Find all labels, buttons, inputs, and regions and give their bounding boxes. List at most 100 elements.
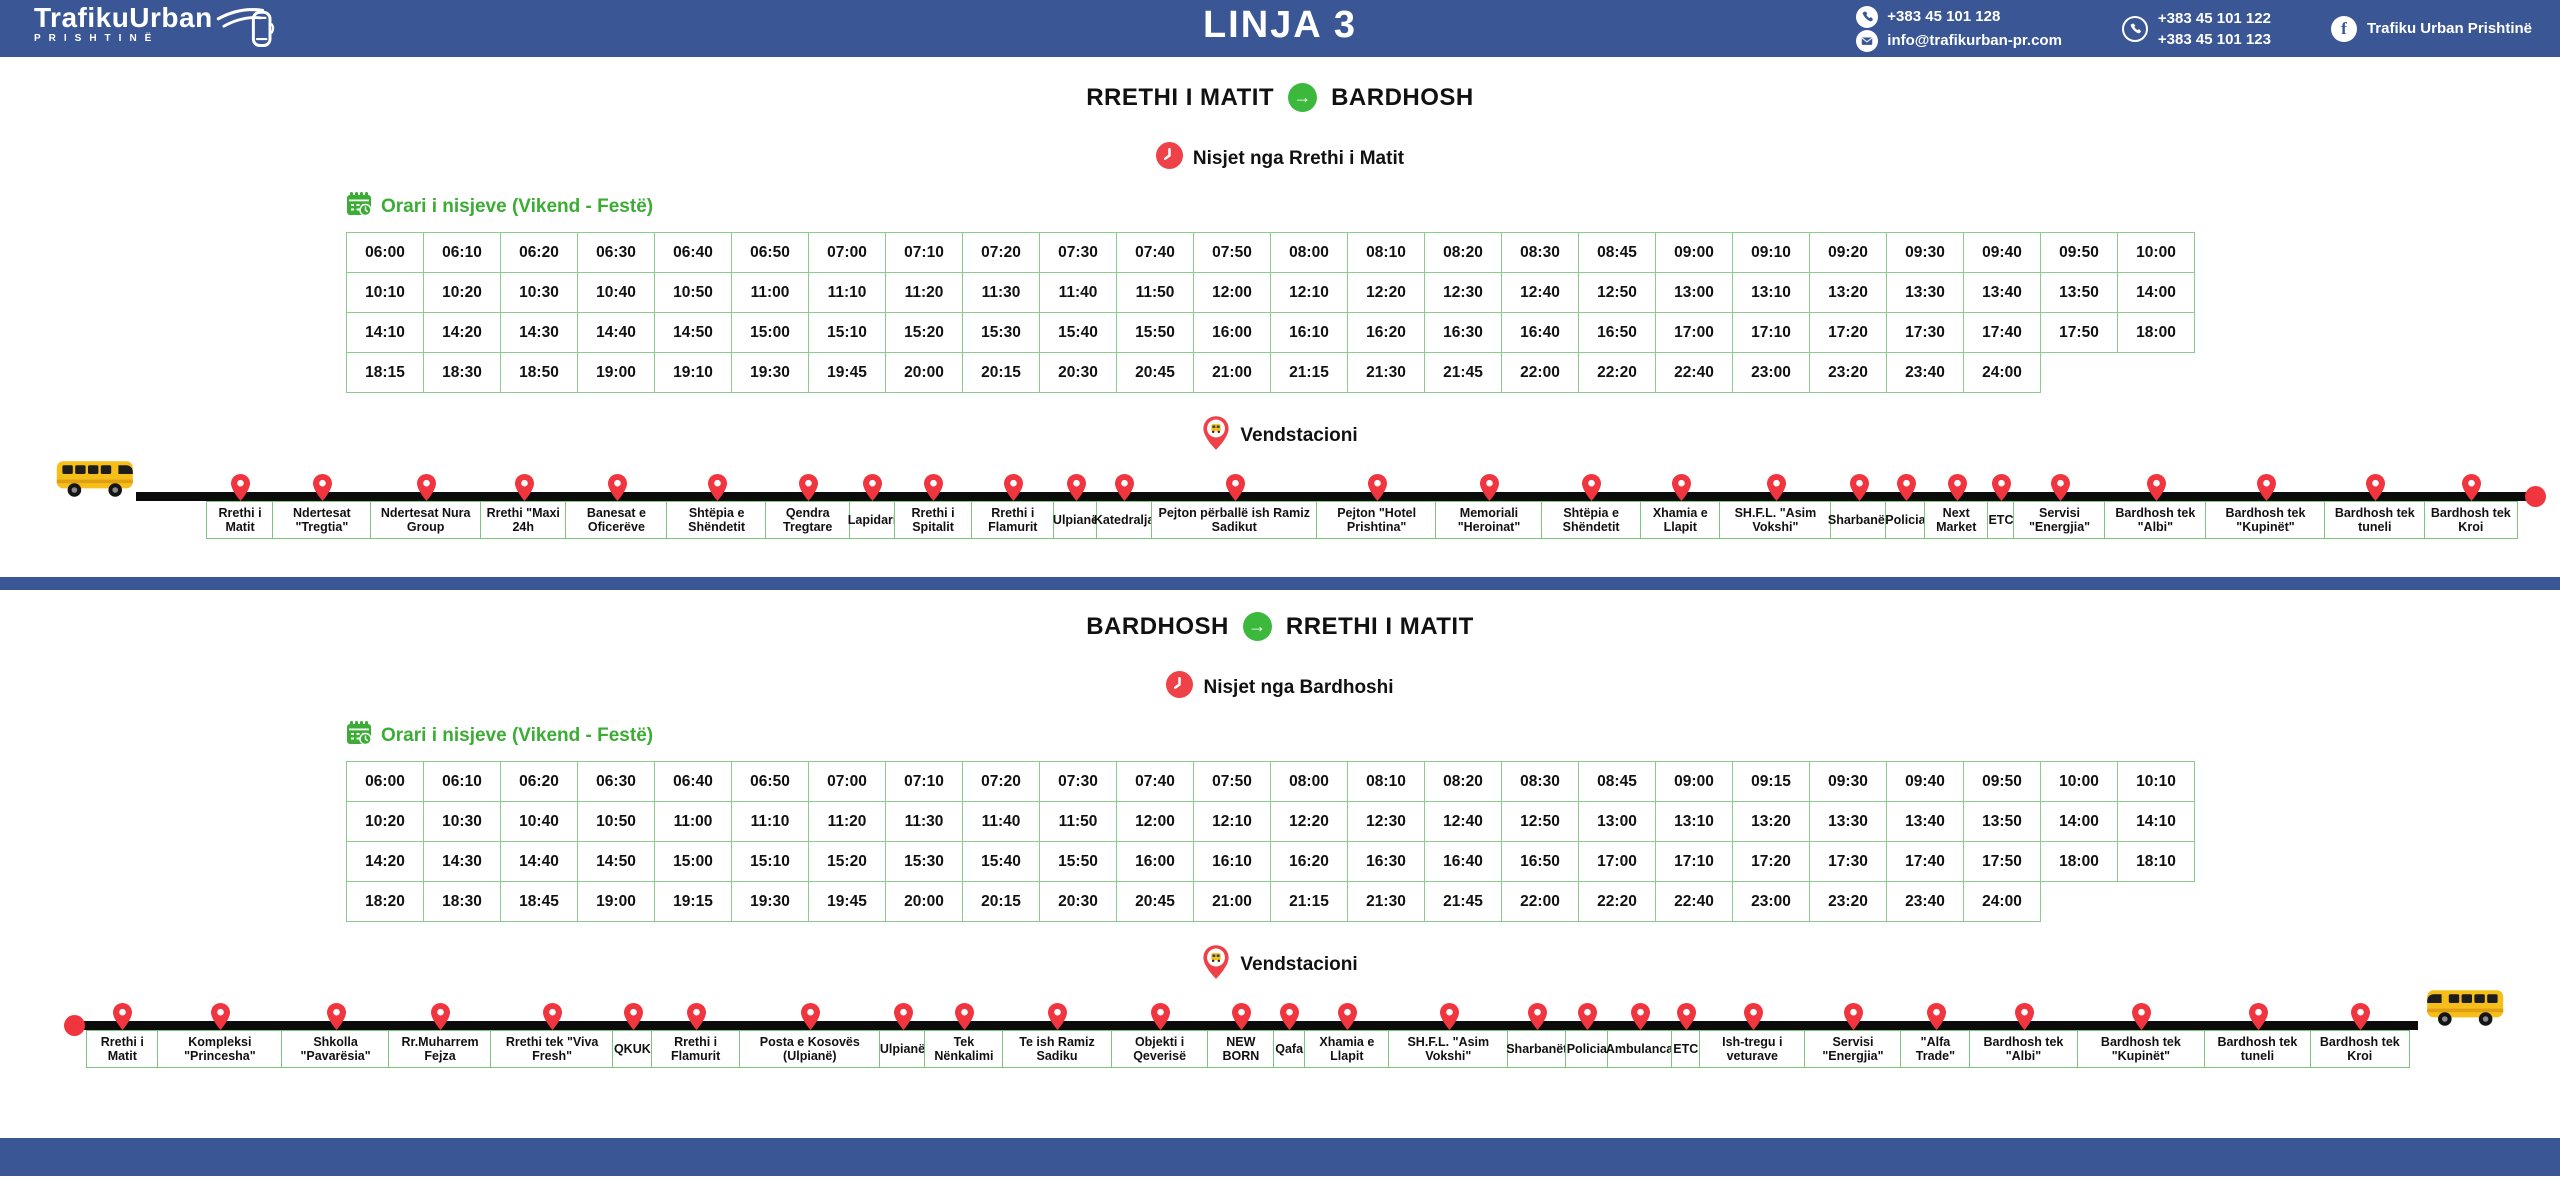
station: Pejton "Hotel Prishtina" xyxy=(1316,474,1438,539)
route-to: BARDHOSH xyxy=(1331,83,1474,111)
phone-contact[interactable]: +383 45 101 128 xyxy=(1856,5,2062,28)
station: Ish-tregu i veturave xyxy=(1699,1003,1806,1068)
time-cell: 11:30 xyxy=(962,272,1040,313)
viber-number-2[interactable]: +383 45 101 123 xyxy=(2157,30,2271,48)
station: Shtëpia e Shëndetit xyxy=(1540,474,1642,539)
station-label: Servisi "Energjia" xyxy=(2013,501,2106,539)
time-cell: 17:10 xyxy=(1655,841,1733,882)
time-cell: 14:30 xyxy=(423,841,501,882)
time-cell: 14:40 xyxy=(500,841,578,882)
time-cell: 20:15 xyxy=(962,352,1040,393)
map-pin-icon xyxy=(431,1003,451,1030)
time-cell: 09:00 xyxy=(1655,232,1733,273)
clock-icon xyxy=(1166,671,1194,704)
time-cell: 07:20 xyxy=(962,761,1040,802)
time-cell: 14:00 xyxy=(2117,272,2195,313)
stations-label: Vendstacioni xyxy=(0,944,2560,986)
section-bardhosh-to-rrethi: BARDHOSH → RRETHI I MATIT Nisjet nga Bar… xyxy=(0,612,2560,1096)
time-cell: 16:50 xyxy=(1578,312,1656,353)
time-cell: 17:00 xyxy=(1578,841,1656,882)
stations-label-text: Vendstacioni xyxy=(1240,425,1358,446)
time-cell: 13:30 xyxy=(1809,801,1887,842)
time-cell: 12:50 xyxy=(1578,272,1656,313)
facebook-link[interactable]: f Trafiku Urban Prishtinë xyxy=(2330,15,2532,42)
map-pin-icon xyxy=(1528,1003,1548,1030)
station-label: Ulpianë xyxy=(879,1030,926,1068)
time-cell: 20:30 xyxy=(1039,881,1117,922)
map-pin-icon xyxy=(1582,474,1602,501)
time-cell: 14:00 xyxy=(2040,801,2118,842)
time-cell: 20:45 xyxy=(1116,881,1194,922)
time-cell: 14:10 xyxy=(2117,801,2195,842)
time-cell: 15:30 xyxy=(962,312,1040,353)
station-label: Rrethi i Matit xyxy=(206,501,275,539)
facebook-icon: f xyxy=(2330,15,2357,42)
time-cell: 07:00 xyxy=(808,761,886,802)
map-pin-icon xyxy=(2248,1003,2268,1030)
time-cell: 19:10 xyxy=(654,352,732,393)
stations-label-text: Vendstacioni xyxy=(1240,954,1358,975)
email-icon xyxy=(1856,29,1879,52)
map-pin-icon xyxy=(1280,1003,1300,1030)
time-cell: 12:40 xyxy=(1424,801,1502,842)
time-cell: 14:40 xyxy=(577,312,655,353)
time-cell: 23:40 xyxy=(1886,881,1964,922)
station-label: Ish-tregu i veturave xyxy=(1699,1030,1806,1068)
station: Ambulanca xyxy=(1606,1003,1673,1068)
timetable-row: 14:10 14:20 14:30 14:40 14:50 15:00 15:10 15:20… xyxy=(346,312,2195,353)
map-pin-icon xyxy=(686,1003,706,1030)
stations-label: Vendstacioni xyxy=(0,415,2560,457)
phone-number: +383 45 101 128 xyxy=(1887,8,2001,25)
route-map: Rrethi i Matit Ndertesat "Tregtia" Ndertes… xyxy=(0,461,2560,567)
time-cell: 21:30 xyxy=(1347,881,1425,922)
time-cell: 18:20 xyxy=(346,881,424,922)
map-pin-icon xyxy=(1150,1003,1170,1030)
page-title: LINJA 3 xyxy=(1202,4,1358,46)
time-cell: 16:50 xyxy=(1501,841,1579,882)
map-pin-icon xyxy=(955,1003,975,1030)
station-label: Shkolla "Pavarësia" xyxy=(281,1030,390,1068)
map-pin-icon xyxy=(1004,474,1024,501)
map-pin-icon xyxy=(1367,474,1387,501)
station: Bardhosh tek "Kupinët" xyxy=(2076,1003,2206,1068)
map-pin-icon xyxy=(607,474,627,501)
station: Xhamia e Llapit xyxy=(1303,1003,1391,1068)
time-cell: 08:00 xyxy=(1270,232,1348,273)
station-label: Ndertesat Nura Group xyxy=(369,501,482,539)
logo[interactable]: TrafikuUrban PRISHTINË xyxy=(34,3,277,57)
time-cell: 08:45 xyxy=(1578,761,1656,802)
email-contact[interactable]: info@trafikurban-pr.com xyxy=(1856,29,2062,52)
station: Next Market xyxy=(1923,474,1989,539)
route-title: BARDHOSH → RRETHI I MATIT xyxy=(0,612,2560,641)
timetable-row: 06:00 06:10 06:20 06:30 06:40 06:50 07:00 07:10… xyxy=(346,232,2195,273)
time-cell: 10:00 xyxy=(2117,232,2195,273)
time-cell: 16:40 xyxy=(1424,841,1502,882)
time-cell: 15:50 xyxy=(1116,312,1194,353)
viber-number-1[interactable]: +383 45 101 122 xyxy=(2157,9,2271,27)
station-label: ETC xyxy=(1670,1030,1701,1068)
time-cell: 23:00 xyxy=(1732,352,1810,393)
time-cell: 13:40 xyxy=(1886,801,1964,842)
time-cell: 11:10 xyxy=(808,272,886,313)
timetable: 06:00 06:10 06:20 06:30 06:40 06:50 07:00 07:10… xyxy=(346,761,2195,922)
time-cell: 23:20 xyxy=(1809,881,1887,922)
map-pin-icon xyxy=(1677,1003,1697,1030)
time-cell: 08:30 xyxy=(1501,232,1579,273)
departures-label-text: Nisjet nga Bardhoshi xyxy=(1203,676,1394,698)
map-pin-icon xyxy=(623,1003,643,1030)
time-cell: 22:20 xyxy=(1578,352,1656,393)
station-label: Bardhosh tek Kroi xyxy=(2309,1030,2411,1068)
time-cell: 17:10 xyxy=(1732,312,1810,353)
timetable-row: 06:00 06:10 06:20 06:30 06:40 06:50 07:00 07:10… xyxy=(346,761,2195,802)
time-cell: 21:30 xyxy=(1347,352,1425,393)
map-pin-icon xyxy=(801,1003,821,1030)
time-cell: 07:50 xyxy=(1193,761,1271,802)
time-cell: 19:45 xyxy=(808,352,886,393)
time-cell: 10:30 xyxy=(500,272,578,313)
time-cell: 13:50 xyxy=(2040,272,2118,313)
station: Memoriali "Heroinat" xyxy=(1435,474,1543,539)
schedule-label-text: Orari i nisjeve (Vikend - Festë) xyxy=(381,725,654,746)
time-cell: 13:30 xyxy=(1886,272,1964,313)
time-cell: 09:15 xyxy=(1732,761,1810,802)
station-label: Bardhosh tek "Kupinët" xyxy=(2205,501,2326,539)
